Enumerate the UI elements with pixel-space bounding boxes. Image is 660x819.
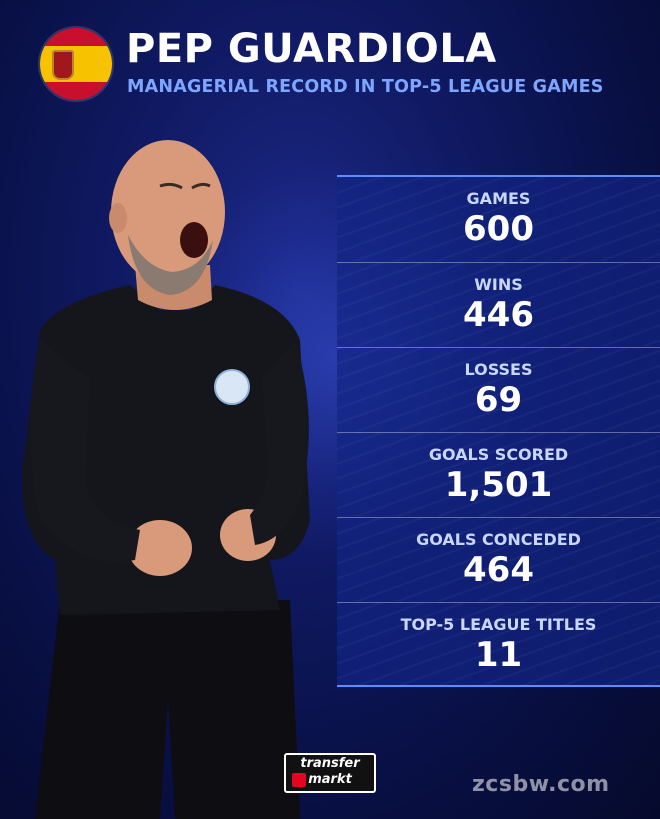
stat-label: TOP-5 LEAGUE TITLES (400, 615, 597, 634)
eyes (159, 182, 211, 190)
trousers (35, 600, 300, 819)
spain-flag-icon (40, 28, 112, 100)
right-arm (250, 340, 309, 545)
stat-label: GOALS SCORED (428, 445, 569, 464)
left-arm (30, 340, 140, 562)
stat-league-titles: TOP-5 LEAGUE TITLES 11 (337, 602, 660, 686)
stat-value: 1,501 (444, 465, 553, 505)
stat-losses: LOSSES 69 (337, 347, 660, 431)
beard (128, 235, 213, 295)
stat-goals-scored: GOALS SCORED 1,501 (337, 432, 660, 516)
logo-text-bottom: markt (308, 772, 352, 787)
stat-value: 11 (474, 635, 523, 675)
stat-games: GAMES 600 (337, 177, 660, 261)
ear (109, 203, 127, 233)
stat-label: LOSSES (464, 360, 533, 379)
club-badge (214, 369, 250, 405)
coat-of-arms (52, 50, 74, 80)
page-subtitle: MANAGERIAL RECORD IN TOP-5 LEAGUE GAMES (127, 77, 604, 97)
stat-label: GOALS CONCEDED (416, 530, 581, 549)
stat-value: 464 (463, 550, 534, 590)
stats-panel: GAMES 600 WINS 446 LOSSES 69 GOALS SCORE… (337, 175, 660, 687)
stat-value: 446 (463, 295, 534, 335)
stat-wins: WINS 446 (337, 262, 660, 346)
logo-text-top: transfer (300, 756, 360, 771)
stat-goals-conceded: GOALS CONCEDED 464 (337, 517, 660, 601)
stat-label: WINS (474, 275, 523, 294)
stat-label: GAMES (466, 189, 531, 208)
head (111, 140, 225, 284)
transfermarkt-logo: transfer markt (284, 753, 376, 793)
left-fist (128, 520, 192, 576)
stat-value: 600 (463, 209, 534, 249)
mouth (180, 222, 208, 258)
page-title: PEP GUARDIOLA (126, 26, 497, 72)
watermark: zcsbw.com (472, 772, 610, 797)
stat-value: 69 (474, 380, 523, 420)
logo-accent-icon (292, 773, 306, 787)
